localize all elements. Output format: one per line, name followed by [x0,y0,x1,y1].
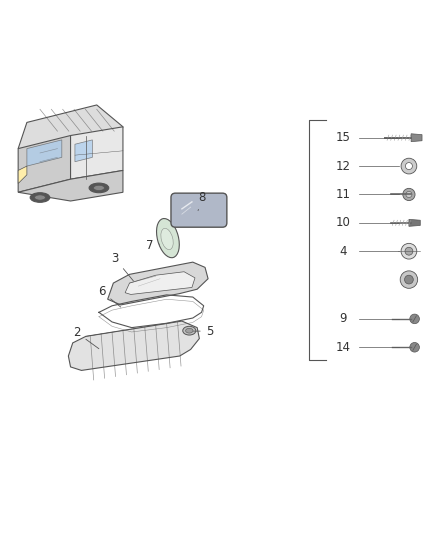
Circle shape [406,163,413,169]
Text: 8: 8 [198,191,206,211]
Ellipse shape [89,183,109,193]
Circle shape [400,271,418,288]
Ellipse shape [35,195,46,200]
Text: 10: 10 [336,216,351,229]
FancyBboxPatch shape [171,193,227,227]
Polygon shape [18,171,123,201]
Polygon shape [108,262,208,305]
Circle shape [405,247,413,255]
Text: 7: 7 [146,239,159,252]
Ellipse shape [186,328,193,333]
Polygon shape [409,220,420,227]
Ellipse shape [161,228,173,249]
Text: 4: 4 [340,245,347,258]
Ellipse shape [183,326,196,335]
Text: 3: 3 [111,252,134,281]
Ellipse shape [156,219,179,258]
Circle shape [405,275,413,284]
Polygon shape [75,140,92,161]
Text: 5: 5 [194,325,213,337]
Polygon shape [27,140,62,166]
Text: 15: 15 [336,131,351,144]
Polygon shape [18,166,27,183]
Polygon shape [18,105,123,153]
Text: 11: 11 [336,188,351,201]
Circle shape [410,343,420,352]
Text: 6: 6 [98,285,121,307]
Ellipse shape [30,193,50,203]
Text: 9: 9 [340,312,347,325]
Polygon shape [68,321,199,370]
Text: 14: 14 [336,341,351,354]
Polygon shape [125,272,195,294]
Circle shape [401,244,417,259]
Circle shape [410,314,420,324]
Polygon shape [18,135,71,192]
Circle shape [401,158,417,174]
Polygon shape [71,127,123,179]
Text: 2: 2 [73,326,99,349]
Text: 12: 12 [336,159,351,173]
Ellipse shape [93,185,104,190]
Circle shape [406,191,412,198]
Polygon shape [411,134,422,142]
Circle shape [403,188,415,200]
